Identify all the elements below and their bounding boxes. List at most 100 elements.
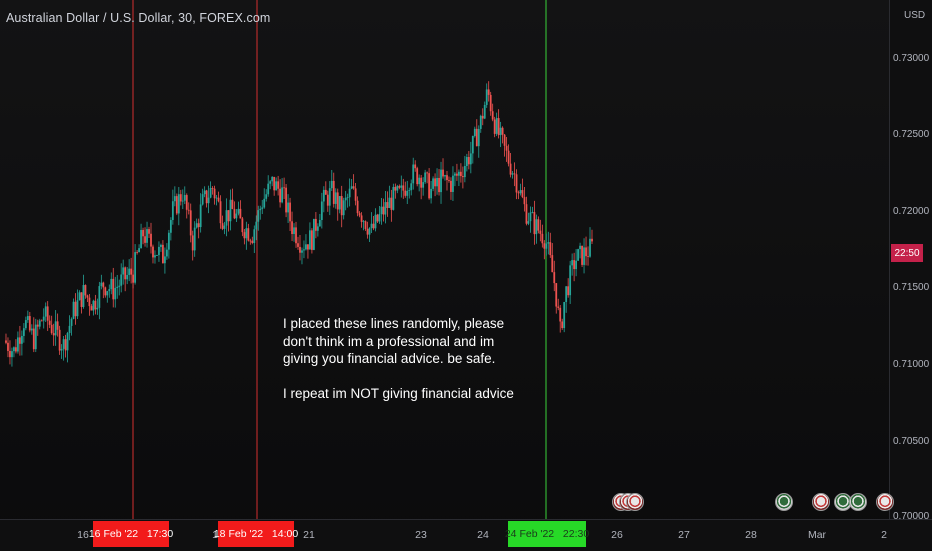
- candle-down: [148, 229, 150, 234]
- candle-down: [112, 278, 115, 300]
- candle-down: [46, 306, 49, 321]
- candle-up: [527, 221, 530, 224]
- candle-up: [66, 333, 69, 351]
- candle-down: [507, 150, 510, 164]
- candle-down: [537, 219, 540, 231]
- candle-down: [481, 115, 484, 119]
- price-tick: 0.70000: [893, 511, 930, 522]
- candle-up: [309, 230, 311, 250]
- candle-down: [354, 188, 357, 201]
- candle-up: [495, 118, 498, 134]
- candle-up: [263, 198, 266, 208]
- candle-down: [50, 324, 53, 334]
- candle-up: [368, 228, 371, 235]
- candle-down: [289, 202, 291, 222]
- candle-down: [249, 240, 252, 242]
- candle-down: [187, 209, 190, 211]
- globe-event-icon[interactable]: [775, 493, 793, 511]
- candle-down: [420, 177, 423, 188]
- candle-up: [422, 182, 425, 188]
- globe-event-icon[interactable]: [849, 493, 867, 511]
- candle-down: [56, 321, 59, 330]
- candle-up: [301, 250, 303, 253]
- candle-down: [324, 189, 327, 195]
- candle-up: [167, 232, 170, 250]
- price-tick: 0.71000: [893, 359, 930, 370]
- candle-up: [519, 190, 522, 194]
- candle-up: [452, 175, 454, 192]
- candle-up: [110, 278, 113, 290]
- candle-down: [217, 197, 220, 202]
- candle-up: [471, 136, 474, 154]
- candle-down: [442, 169, 444, 177]
- candle-down: [86, 295, 89, 298]
- us-flag-icon[interactable]: [876, 493, 894, 511]
- candle-down: [509, 163, 512, 175]
- candle-down: [489, 94, 492, 112]
- text-annotation[interactable]: I placed these lines randomly, please do…: [283, 315, 514, 403]
- candle-up: [334, 192, 337, 204]
- candle-up: [322, 189, 325, 202]
- candle-up: [575, 260, 578, 270]
- candle-up: [20, 335, 23, 344]
- candle-up: [164, 256, 166, 264]
- candle-up: [350, 186, 353, 189]
- candle-up: [98, 286, 101, 308]
- candle-up: [126, 274, 129, 280]
- candle-down: [231, 199, 234, 209]
- candle-up: [118, 285, 121, 287]
- candle-up: [160, 244, 162, 247]
- time-tick: 2: [881, 529, 887, 541]
- candle-down: [332, 180, 335, 204]
- candle-up: [418, 177, 421, 185]
- candle-down: [394, 186, 397, 191]
- candle-up: [171, 201, 174, 221]
- candle-up: [54, 321, 57, 336]
- candle-up: [253, 229, 256, 244]
- candle-up: [116, 286, 119, 288]
- candle-up: [577, 249, 579, 261]
- candle-up: [265, 194, 268, 199]
- candle-up: [362, 221, 365, 223]
- candle-up: [26, 316, 29, 321]
- candle-down: [283, 187, 285, 189]
- candle-down: [189, 210, 192, 236]
- candle-up: [565, 286, 568, 303]
- candle-down: [90, 306, 93, 311]
- candle-down: [162, 244, 164, 264]
- candle-down: [243, 232, 246, 239]
- currency-label[interactable]: USD: [904, 10, 926, 21]
- candle-up: [223, 225, 226, 229]
- candle-up: [511, 173, 514, 175]
- candle-down: [5, 340, 7, 343]
- candle-down: [525, 204, 528, 224]
- candle-down: [360, 215, 363, 222]
- candle-down: [559, 307, 562, 322]
- us-flag-icon[interactable]: [626, 493, 644, 511]
- candle-up: [173, 196, 176, 202]
- candle-down: [311, 230, 313, 250]
- candle-up: [346, 197, 349, 199]
- candle-up: [122, 267, 125, 275]
- symbol-title[interactable]: Australian Dollar / U.S. Dollar, 30, FOR…: [6, 11, 271, 25]
- candle-up: [436, 177, 438, 187]
- candle-down: [213, 188, 216, 199]
- candle-up: [269, 181, 272, 184]
- candle-down: [561, 321, 564, 329]
- candle-down: [543, 243, 546, 249]
- candle-down: [581, 245, 583, 265]
- candle-down: [414, 164, 417, 169]
- price-tick: 0.72500: [893, 129, 930, 140]
- candle-up: [34, 324, 37, 350]
- candle-down: [251, 240, 254, 244]
- candle-down: [557, 306, 560, 308]
- candle-up: [473, 128, 476, 137]
- candle-down: [124, 267, 127, 280]
- candle-down: [366, 228, 369, 235]
- candle-up: [229, 199, 232, 222]
- us-flag-icon[interactable]: [812, 493, 830, 511]
- candle-down: [152, 246, 154, 258]
- candle-down: [372, 223, 375, 229]
